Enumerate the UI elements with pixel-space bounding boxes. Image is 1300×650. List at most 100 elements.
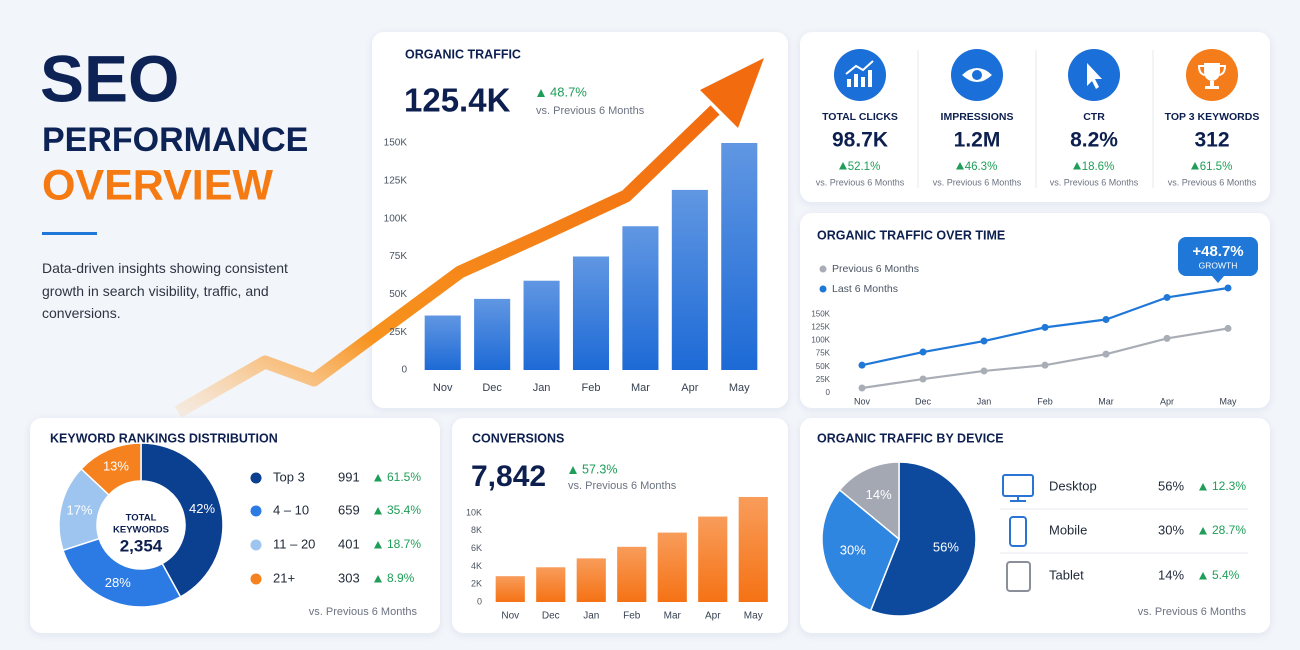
point xyxy=(980,367,988,375)
bar xyxy=(622,226,659,370)
x-tick-label: Apr xyxy=(705,611,721,622)
y-tick-label: 8K xyxy=(471,525,482,535)
bar xyxy=(572,256,610,370)
slice xyxy=(869,461,977,617)
note: vs. Previous 6 Months xyxy=(1138,606,1247,618)
chart-title: KEYWORD RANKINGS DISTRIBUTION xyxy=(50,431,278,445)
kpi-change: 61.5% xyxy=(1200,161,1233,173)
kpi-value: 312 xyxy=(1194,129,1229,152)
x-tick-label: Jan xyxy=(977,396,992,406)
legend-label: Top 3 xyxy=(273,469,305,484)
legend-label: Mobile xyxy=(1049,522,1087,537)
up-arrow xyxy=(374,541,382,549)
up-arrow xyxy=(839,162,847,170)
legend-count: 991 xyxy=(338,469,360,484)
separators xyxy=(1000,508,1248,554)
bar xyxy=(474,298,511,370)
y-tick-label: 150K xyxy=(811,309,830,318)
kpi-value: 1.2M xyxy=(954,129,1001,152)
y-tick-label: 100K xyxy=(384,213,408,224)
point xyxy=(1102,316,1110,323)
device-icons xyxy=(1002,474,1034,592)
y-tick-label: 150K xyxy=(384,138,408,149)
slice-label: 17% xyxy=(67,503,93,518)
legend-change: 28.7% xyxy=(1212,523,1246,537)
point xyxy=(858,361,866,369)
legend-value: 14% xyxy=(1158,567,1184,582)
icon-trophy xyxy=(1186,49,1238,101)
slice xyxy=(80,442,142,496)
x-tick-label: Dec xyxy=(482,382,502,394)
up-arrow xyxy=(1199,572,1207,580)
separators xyxy=(917,50,1154,188)
kpi-change: 18.6% xyxy=(1082,161,1115,173)
y-tick-label: 100K xyxy=(811,336,830,345)
slice-label: 56% xyxy=(933,539,959,554)
chart-title: ORGANIC TRAFFIC xyxy=(405,47,521,61)
up-arrow xyxy=(374,575,382,583)
kpi-value: 8.2% xyxy=(1070,129,1118,152)
x-tick-label: Dec xyxy=(915,396,932,406)
x-tick-label: Feb xyxy=(1037,396,1053,406)
note: vs. Previous 6 Months xyxy=(309,606,418,618)
bar xyxy=(536,567,566,602)
y-tick-label: 25K xyxy=(389,327,407,338)
x-tick-label: Nov xyxy=(501,611,519,622)
x-tick-label: Dec xyxy=(542,611,560,622)
kpi-change: 52.1% xyxy=(848,161,881,173)
y-tick-label: 4K xyxy=(471,561,482,571)
slice-label: 13% xyxy=(103,459,129,474)
point xyxy=(919,375,927,383)
x-tick-label: May xyxy=(744,611,763,622)
legend-change: 61.5% xyxy=(387,470,421,484)
up-arrow xyxy=(1199,483,1207,491)
y-tick-label: 2K xyxy=(471,579,482,589)
chart-title: CONVERSIONS xyxy=(472,431,564,445)
up-arrow xyxy=(537,89,545,97)
note: vs. Previous 6 Months xyxy=(568,480,677,492)
kpi-note: vs. Previous 6 Months xyxy=(1050,177,1139,187)
divider xyxy=(42,232,97,235)
kpi-value: 98.7K xyxy=(832,129,888,152)
kpi-label: IMPRESSIONS xyxy=(941,111,1014,123)
annotation-text: +48.7% xyxy=(1192,243,1243,260)
y-tick-label: 125K xyxy=(811,322,830,331)
title-line: OVERVIEW xyxy=(42,161,273,209)
legend-change: 35.4% xyxy=(387,503,421,517)
slice xyxy=(821,488,900,612)
kpi-label: CTR xyxy=(1083,111,1105,123)
kpi-label: TOTAL CLICKS xyxy=(822,111,898,123)
up-arrow xyxy=(1073,162,1081,170)
bar xyxy=(698,516,728,602)
donut-hole xyxy=(98,482,184,568)
center-label: TOTAL xyxy=(126,513,157,524)
bar xyxy=(523,280,560,370)
bar xyxy=(671,189,708,370)
legend-count: 659 xyxy=(338,502,360,517)
legend-change: 8.9% xyxy=(387,571,415,585)
legend-label: 4 – 10 xyxy=(273,502,309,517)
legend-label: 21+ xyxy=(273,570,295,585)
point xyxy=(1102,350,1110,358)
slice xyxy=(838,461,900,541)
icon-clicks xyxy=(834,49,886,101)
center-label: KEYWORDS xyxy=(113,525,169,536)
x-tick-label: May xyxy=(1219,396,1237,406)
headline: 125.4K xyxy=(404,82,511,119)
growth-arrow xyxy=(174,58,764,418)
headline: 7,842 xyxy=(471,460,546,493)
point xyxy=(1041,361,1049,369)
kpi-label: TOP 3 KEYWORDS xyxy=(1165,111,1260,123)
point xyxy=(1163,334,1171,342)
center-total: 2,354 xyxy=(120,536,163,555)
point xyxy=(980,337,988,345)
x-tick-label: Nov xyxy=(854,396,871,406)
annotation: +48.7% GROWTH xyxy=(1178,237,1258,283)
up-arrow xyxy=(374,507,382,515)
point xyxy=(858,384,866,392)
slice-label: 42% xyxy=(189,501,215,516)
y-tick-label: 0 xyxy=(826,388,831,397)
chart-title: ORGANIC TRAFFIC OVER TIME xyxy=(817,228,1005,242)
legend-count: 303 xyxy=(338,570,360,585)
